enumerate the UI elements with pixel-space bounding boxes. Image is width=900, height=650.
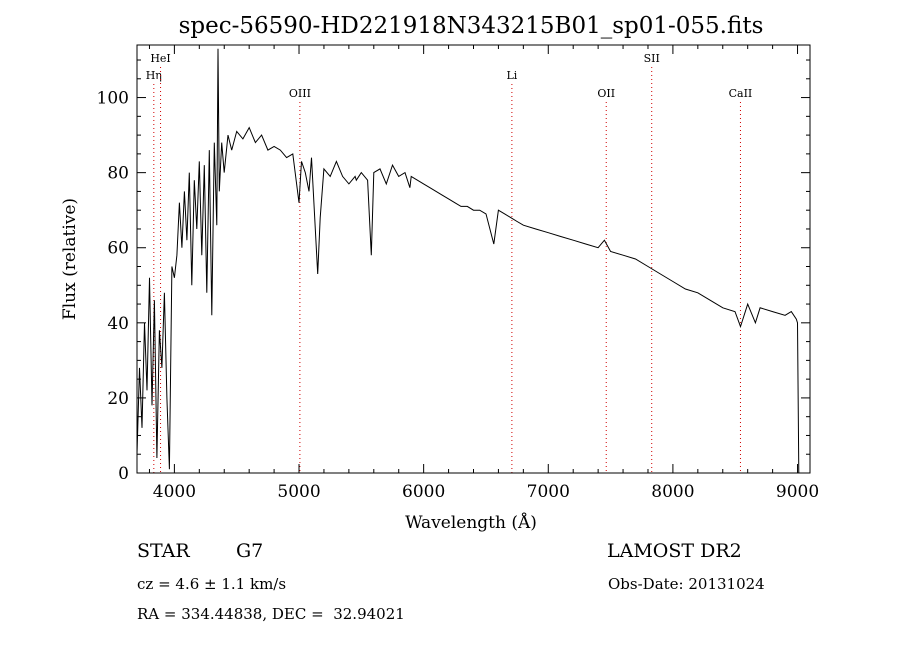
observation-date: Obs-Date: 20131024 bbox=[608, 575, 765, 593]
spectral-line-label: Hη bbox=[146, 69, 162, 82]
redshift-cz: cz = 4.6 ± 1.1 km/s bbox=[137, 575, 287, 593]
y-axis-label: Flux (relative) bbox=[60, 198, 80, 320]
x-tick-label: 5000 bbox=[277, 482, 320, 502]
spectral-line-label: OIII bbox=[289, 87, 311, 100]
coordinates: RA = 334.44838, DEC = 32.94021 bbox=[137, 605, 405, 623]
x-tick-label: 8000 bbox=[651, 482, 694, 502]
y-tick-label: 0 bbox=[118, 464, 129, 484]
spectral-line-label: CaII bbox=[729, 87, 753, 100]
spectrum-series bbox=[136, 48, 800, 474]
x-tick-label: 4000 bbox=[153, 482, 196, 502]
y-tick-label: 40 bbox=[107, 314, 129, 334]
object-type: STAR bbox=[137, 540, 190, 562]
x-tick-label: 9000 bbox=[776, 482, 819, 502]
chart-title: spec-56590-HD221918N343215B01_sp01-055.f… bbox=[179, 13, 764, 39]
x-axis-label: Wavelength (Å) bbox=[405, 512, 537, 533]
y-tick-label: 100 bbox=[97, 89, 129, 109]
y-tick-label: 80 bbox=[107, 164, 129, 184]
survey-name: LAMOST DR2 bbox=[607, 540, 742, 562]
x-tick-label: 7000 bbox=[527, 482, 570, 502]
plot-frame bbox=[136, 44, 811, 474]
spectral-line-label: OII bbox=[597, 87, 615, 100]
y-tick-label: 20 bbox=[107, 389, 129, 409]
spectral-line-markers: Hη HeI OIII Li OII SII CaII bbox=[146, 52, 753, 473]
x-tick-label: 6000 bbox=[402, 482, 445, 502]
spectral-line-label: SII bbox=[644, 52, 660, 65]
axes: 4000 5000 6000 7000 8000 9000 0 20 40 60 80 100 bbox=[97, 45, 819, 502]
spectral-line-label: Li bbox=[506, 69, 517, 82]
spectrum-line bbox=[136, 48, 800, 474]
object-subclass: G7 bbox=[236, 540, 264, 562]
spectral-line-label: HeI bbox=[150, 52, 170, 65]
y-tick-label: 60 bbox=[107, 239, 129, 259]
